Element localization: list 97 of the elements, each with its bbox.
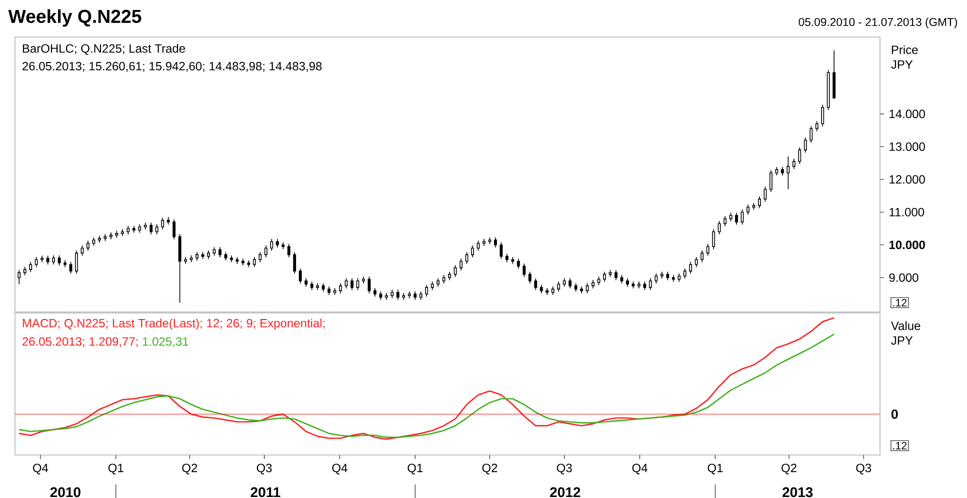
candlestick	[522, 263, 526, 278]
y-axis-title: Price JPY	[891, 45, 918, 69]
chart-title: Weekly Q.N225	[8, 9, 142, 27]
annotation: 26.05.2013; 1.209,77;	[22, 337, 138, 348]
text: .12	[893, 442, 907, 450]
x-tick-label: Q3	[856, 464, 872, 474]
candlestick	[293, 252, 296, 274]
x-tick-label: Q2	[482, 464, 498, 474]
candlestick	[258, 252, 262, 263]
candlestick	[218, 246, 222, 258]
annotation: 1.025,31	[142, 337, 188, 348]
candlestick	[534, 278, 538, 290]
candlestick	[700, 250, 704, 263]
candlestick	[52, 254, 56, 265]
candlestick	[494, 236, 497, 248]
x-tick-label: Q2	[782, 464, 796, 474]
candlestick	[471, 245, 474, 258]
y-tick-label: 13.000	[890, 142, 925, 151]
text: 2010	[50, 487, 80, 498]
x-tick-label: Q3	[556, 464, 572, 474]
candlestick	[368, 276, 371, 294]
candlestick	[654, 272, 658, 284]
candlestick	[29, 261, 32, 272]
candlestick	[637, 281, 640, 289]
candlestick	[396, 289, 400, 300]
candlestick	[683, 268, 686, 279]
annotation: 26.05.2013; 15.260,61; 15.942,60; 14.483,98; 14.483,98	[22, 62, 322, 72]
candlestick	[718, 220, 721, 235]
candlestick	[804, 137, 807, 153]
x-tick-label: Q1	[408, 464, 423, 474]
candlestick	[161, 217, 164, 230]
y-tick-label: 14.000	[890, 110, 925, 118]
y-tick-label: 11.000	[890, 208, 924, 216]
candlestick	[80, 245, 84, 256]
ref-line-label: 0	[891, 409, 898, 419]
candlestick	[298, 268, 302, 284]
y-tick-label: 12.000	[890, 175, 925, 184]
candlestick	[815, 120, 818, 132]
candlestick	[689, 261, 692, 274]
candlestick	[758, 196, 761, 209]
candlestick	[339, 282, 342, 294]
candlestick	[821, 104, 824, 127]
x-tick-label: Q1	[108, 464, 124, 474]
candlestick	[648, 278, 652, 290]
text: 2012	[550, 487, 580, 498]
candlestick	[586, 282, 589, 294]
text: 2013	[782, 487, 813, 498]
candlestick	[270, 238, 274, 252]
candlestick	[546, 288, 549, 296]
candlestick	[798, 146, 802, 164]
candlestick	[500, 242, 503, 260]
candlestick	[603, 271, 606, 282]
x-tick-label: Q1	[708, 464, 723, 474]
text: 2011	[250, 487, 280, 498]
candlestick	[557, 281, 560, 292]
x-tick-label: Q4	[32, 464, 48, 474]
candlestick	[614, 270, 618, 281]
x-tick-label: Q4	[332, 464, 348, 474]
candlestick	[792, 158, 796, 170]
candlestick	[172, 218, 176, 240]
candlestick	[34, 256, 38, 268]
x-tick-label: Q4	[632, 464, 648, 474]
x-tick-label: Q2	[182, 464, 198, 474]
candlestick	[724, 216, 727, 227]
candlestick	[735, 212, 738, 225]
candlestick	[694, 256, 698, 268]
candlestick	[155, 224, 158, 235]
candlestick	[706, 243, 710, 256]
candlestick	[287, 243, 290, 258]
text: .12	[893, 298, 907, 306]
candlestick	[350, 278, 354, 290]
candlestick	[58, 254, 61, 266]
candlestick	[568, 278, 572, 289]
candlestick	[425, 284, 428, 297]
candlestick	[786, 156, 790, 190]
candlestick	[252, 256, 256, 268]
y-axis-title: Value JPY	[891, 321, 920, 345]
candlestick	[769, 170, 772, 192]
x-tick-label: Q3	[256, 464, 272, 474]
y-tick-label: 10.000	[889, 240, 925, 250]
candlestick	[528, 271, 532, 284]
candlestick	[740, 209, 744, 225]
candlestick	[86, 240, 90, 252]
chart-subtitle: 05.09.2010 - 21.07.2013 (GMT)	[798, 18, 958, 28]
candlestick	[712, 228, 716, 250]
candlestick	[516, 258, 520, 270]
candlestick	[460, 258, 462, 271]
candlestick	[75, 250, 78, 274]
y-tick-label: 9.000	[889, 273, 918, 282]
candlestick	[454, 264, 457, 278]
annotation: BarOHLC; Q.N225; Last Trade	[22, 44, 186, 55]
candlestick	[150, 222, 153, 235]
candlestick	[18, 270, 21, 285]
candlestick	[746, 204, 750, 216]
candlestick	[810, 126, 813, 144]
chart-title: MACD; Q.N225; Last Trade(Last); 12; 26; 9; Exponential;	[22, 318, 325, 330]
candlestick	[264, 245, 268, 258]
